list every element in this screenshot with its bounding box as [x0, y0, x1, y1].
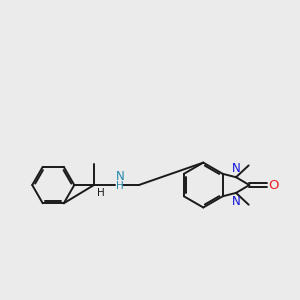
Text: H: H: [97, 188, 105, 198]
Text: N: N: [232, 195, 240, 208]
Text: N: N: [232, 162, 240, 175]
Text: N: N: [116, 170, 125, 183]
Text: O: O: [268, 178, 279, 192]
Text: H: H: [116, 181, 124, 191]
